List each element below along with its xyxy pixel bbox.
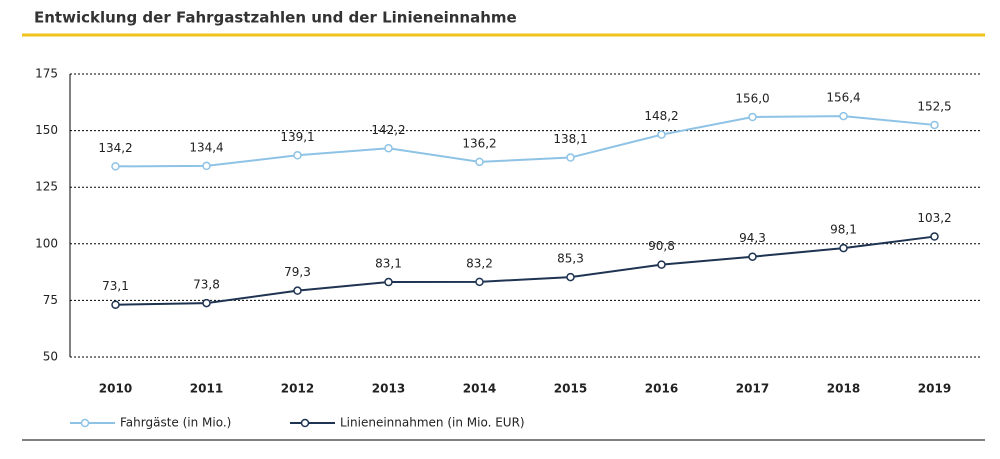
data-point — [293, 286, 302, 295]
value-label: 139,1 — [280, 130, 314, 144]
x-tick-label: 2018 — [827, 382, 860, 396]
data-point — [566, 153, 575, 162]
data-point — [384, 144, 393, 153]
x-tick-label: 2010 — [99, 382, 132, 396]
x-tick-label: 2012 — [281, 382, 314, 396]
value-label: 85,3 — [557, 252, 584, 266]
data-point — [748, 112, 757, 122]
data-point — [111, 162, 120, 171]
data-point — [475, 277, 484, 287]
data-point — [111, 300, 120, 309]
series-line — [115, 235, 935, 306]
value-label: 152,5 — [917, 99, 951, 113]
value-label: 73,8 — [193, 278, 220, 292]
y-tick-label: 75 — [43, 293, 58, 307]
data-point — [657, 130, 666, 139]
legend-marker — [300, 418, 310, 428]
value-label: 134,2 — [98, 141, 132, 155]
value-label: 156,0 — [735, 92, 769, 106]
value-label: 134,4 — [189, 140, 223, 154]
x-tick-label: 2013 — [372, 382, 405, 396]
value-label: 136,2 — [462, 136, 496, 150]
data-point — [839, 243, 848, 253]
value-label: 90,8 — [648, 239, 675, 253]
x-tick-label: 2015 — [554, 382, 587, 396]
data-point — [839, 111, 848, 121]
data-point — [657, 260, 666, 269]
data-point — [930, 120, 939, 130]
value-label: 142,2 — [371, 123, 405, 137]
legend-label: Linieneinnahmen (in Mio. EUR) — [340, 416, 525, 430]
value-label: 83,2 — [466, 256, 493, 270]
value-label: 148,2 — [644, 109, 678, 123]
x-tick-label: 2019 — [918, 382, 951, 396]
data-point — [930, 232, 939, 241]
x-tick-label: 2011 — [190, 382, 223, 396]
x-tick-label: 2017 — [736, 382, 769, 396]
y-tick-label: 100 — [35, 236, 58, 250]
value-label: 103,2 — [917, 211, 951, 225]
data-point — [566, 272, 575, 282]
series-line — [115, 115, 935, 168]
value-label: 73,1 — [102, 279, 129, 293]
x-tick-label: 2016 — [645, 382, 678, 396]
x-tick-label: 2014 — [463, 382, 496, 396]
value-label: 79,3 — [284, 265, 311, 279]
y-tick-label: 150 — [35, 123, 58, 137]
value-label: 138,1 — [553, 132, 587, 146]
y-tick-label: 125 — [35, 180, 58, 194]
y-tick-label: 50 — [43, 350, 58, 364]
legend-marker — [80, 418, 90, 428]
value-label: 94,3 — [739, 231, 766, 245]
data-point — [293, 151, 302, 160]
data-point — [748, 252, 757, 261]
data-point — [475, 157, 484, 167]
data-point — [202, 161, 211, 171]
data-point — [384, 277, 393, 287]
value-label: 83,1 — [375, 257, 402, 271]
value-label: 156,4 — [826, 91, 860, 105]
y-tick-label: 175 — [35, 67, 58, 81]
chart-title: Entwicklung der Fahrgastzahlen und der L… — [34, 9, 517, 27]
data-point — [202, 298, 211, 308]
value-label: 98,1 — [830, 223, 857, 237]
legend-label: Fahrgäste (in Mio.) — [120, 416, 231, 430]
